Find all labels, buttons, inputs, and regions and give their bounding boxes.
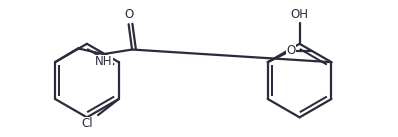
Text: OH: OH: [291, 8, 308, 21]
Text: Cl: Cl: [82, 117, 94, 130]
Text: O: O: [124, 8, 133, 21]
Text: NH: NH: [95, 55, 112, 68]
Text: O: O: [286, 44, 295, 57]
